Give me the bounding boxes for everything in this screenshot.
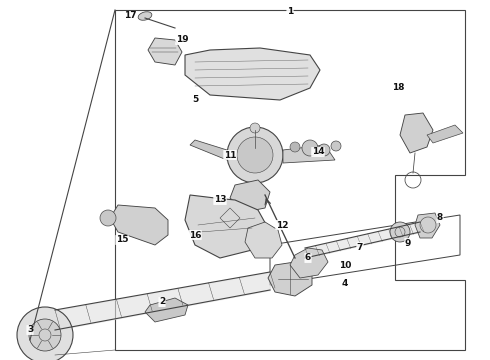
Circle shape xyxy=(100,210,116,226)
Text: 11: 11 xyxy=(224,150,236,159)
Polygon shape xyxy=(427,125,463,143)
Circle shape xyxy=(290,142,300,152)
Text: 13: 13 xyxy=(214,195,226,204)
Text: 8: 8 xyxy=(437,213,443,222)
Polygon shape xyxy=(290,248,328,278)
Text: 3: 3 xyxy=(27,325,33,334)
Circle shape xyxy=(390,222,410,242)
Polygon shape xyxy=(268,262,312,296)
Text: 18: 18 xyxy=(392,84,404,93)
Polygon shape xyxy=(185,48,320,100)
Circle shape xyxy=(318,144,330,156)
Text: 7: 7 xyxy=(357,243,363,252)
Polygon shape xyxy=(283,145,335,163)
Polygon shape xyxy=(415,213,440,238)
Text: 6: 6 xyxy=(305,253,311,262)
Text: 15: 15 xyxy=(116,235,128,244)
Circle shape xyxy=(17,307,73,360)
Polygon shape xyxy=(110,205,168,245)
Polygon shape xyxy=(230,180,270,212)
Circle shape xyxy=(331,141,341,151)
Polygon shape xyxy=(185,195,268,258)
Circle shape xyxy=(237,137,273,173)
Text: 4: 4 xyxy=(342,279,348,288)
Polygon shape xyxy=(190,140,227,160)
Circle shape xyxy=(302,140,318,156)
Text: 16: 16 xyxy=(189,230,201,239)
Polygon shape xyxy=(148,38,182,65)
Circle shape xyxy=(318,145,328,155)
Text: 1: 1 xyxy=(287,8,293,17)
Circle shape xyxy=(250,123,260,133)
Circle shape xyxy=(305,144,315,154)
Polygon shape xyxy=(145,298,188,322)
Circle shape xyxy=(29,319,61,351)
Text: 12: 12 xyxy=(276,220,288,230)
Text: 5: 5 xyxy=(192,95,198,104)
Text: 2: 2 xyxy=(159,297,165,306)
Text: 9: 9 xyxy=(405,238,411,248)
Text: 19: 19 xyxy=(176,36,188,45)
Text: 10: 10 xyxy=(339,261,351,270)
Text: 14: 14 xyxy=(312,148,324,157)
Polygon shape xyxy=(400,113,433,153)
Circle shape xyxy=(227,127,283,183)
Text: 17: 17 xyxy=(123,12,136,21)
Ellipse shape xyxy=(138,12,152,20)
Polygon shape xyxy=(245,222,282,258)
